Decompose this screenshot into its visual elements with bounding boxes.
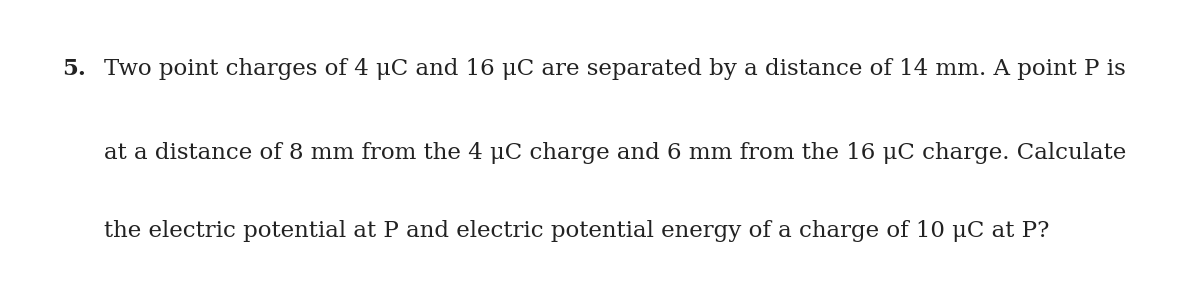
Text: at a distance of 8 mm from the 4 μC charge and 6 mm from the 16 μC charge. Calcu: at a distance of 8 mm from the 4 μC char…	[104, 142, 1127, 164]
Text: Two point charges of 4 μC and 16 μC are separated by a distance of 14 mm. A poin: Two point charges of 4 μC and 16 μC are …	[104, 58, 1126, 80]
Text: 5.: 5.	[62, 58, 86, 80]
Text: the electric potential at P and electric potential energy of a charge of 10 μC a: the electric potential at P and electric…	[104, 220, 1050, 242]
